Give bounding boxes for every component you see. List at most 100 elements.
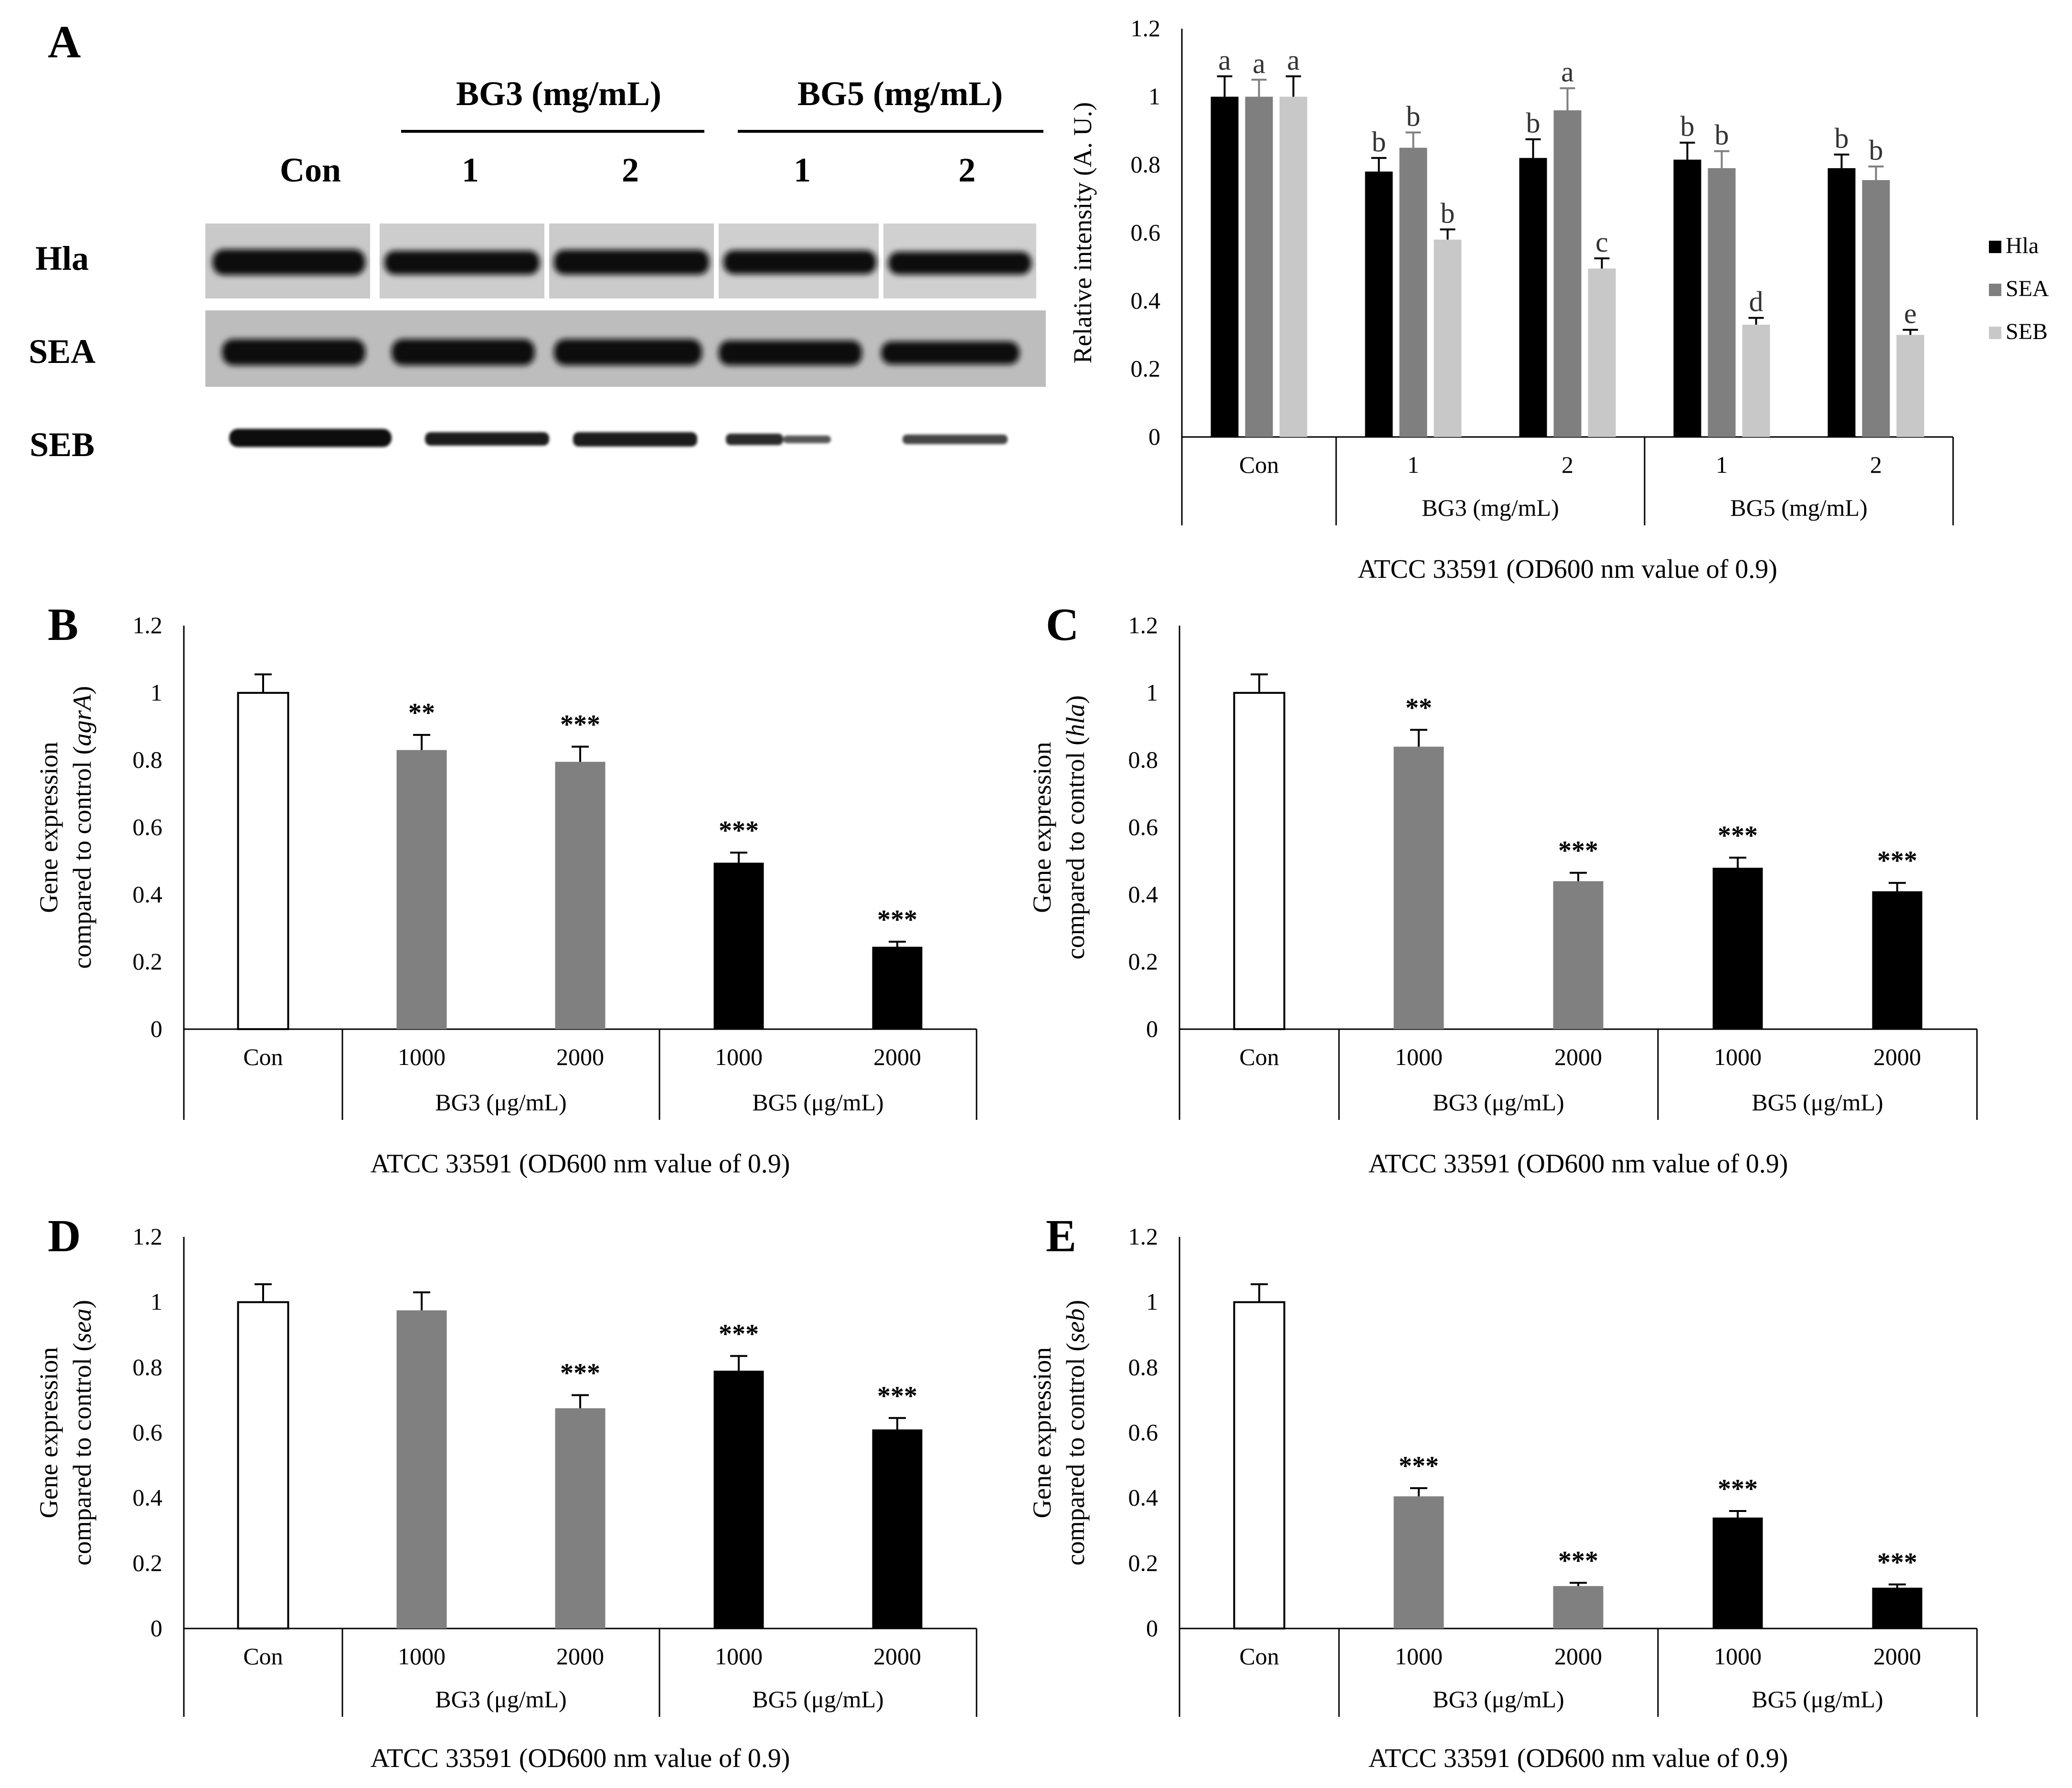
x-category-label: Con <box>1239 1043 1279 1070</box>
y-tick-label: 1 <box>1146 1288 1158 1315</box>
y-axis-title-line2: compared to control ( <box>1061 1343 1090 1565</box>
x-category-label: 2000 <box>1554 1043 1602 1070</box>
panel-letter-d: D <box>48 1210 81 1261</box>
y-tick-label: 0.2 <box>133 1549 163 1576</box>
row-label-seb: SEB <box>30 426 95 464</box>
y-axis-title-close: ) <box>68 1300 96 1309</box>
legend-swatch-seb <box>1989 327 2001 339</box>
y-tick-label: 0.6 <box>133 1419 163 1446</box>
significance-stars: *** <box>1399 1451 1439 1481</box>
y-tick-label: 0.2 <box>1128 1549 1158 1576</box>
significance-stars: ** <box>408 698 435 728</box>
bar <box>1393 1496 1444 1628</box>
x-group-label: BG5 (μg/mL) <box>752 1089 883 1116</box>
bar <box>396 1310 447 1628</box>
significance-letter: c <box>1595 226 1608 258</box>
x-category-label: 2 <box>1562 451 1573 478</box>
bar <box>237 1301 289 1630</box>
legend-swatch-hla <box>1989 241 2001 253</box>
bar-sea <box>1862 180 1890 437</box>
y-tick-label: 0.8 <box>1128 1353 1158 1380</box>
significance-stars: *** <box>719 1319 759 1349</box>
significance-stars: *** <box>719 816 759 845</box>
x-category-label: 1000 <box>398 1043 446 1070</box>
bar-hla <box>1519 158 1547 437</box>
x-category-label: 1000 <box>715 1043 763 1070</box>
y-axis-title: Relative intensity (A. U.) <box>1068 102 1097 363</box>
y-tick-label: 0 <box>150 1615 162 1641</box>
lane-label-bg3-2: 2 <box>622 151 639 189</box>
y-tick-label: 0.4 <box>133 881 163 907</box>
x-axis-title: ATCC 33591 (OD600 nm value of 0.9) <box>1369 1149 1788 1179</box>
x-category-label: 2000 <box>1873 1643 1921 1670</box>
y-tick-label: 1 <box>1146 679 1158 706</box>
y-tick-label: 0 <box>1146 1015 1158 1042</box>
significance-letter: a <box>1287 44 1300 76</box>
significance-letter: b <box>1715 119 1729 151</box>
y-tick-label: 0.6 <box>1131 219 1161 246</box>
significance-letter: b <box>1869 135 1883 166</box>
y-tick-label: 0.2 <box>1131 355 1161 382</box>
bar-seb <box>1279 96 1307 437</box>
y-axis-title-gene: agrA <box>68 694 96 746</box>
y-axis-title-gene: hla <box>1061 704 1090 737</box>
x-category-label: 1000 <box>1714 1643 1762 1670</box>
x-axis-title: ATCC 33591 (OD600 nm value of 0.9) <box>371 1744 790 1773</box>
x-category-label: 1000 <box>1714 1043 1762 1070</box>
y-tick-label: 1 <box>150 1288 162 1315</box>
bar-seb <box>1434 239 1462 437</box>
y-tick-label: 1 <box>1148 83 1160 110</box>
y-tick-label: 0.6 <box>1128 1419 1158 1446</box>
bar <box>713 862 764 1029</box>
y-tick-label: 0.4 <box>1128 1484 1158 1511</box>
significance-stars: ** <box>1405 693 1432 723</box>
bar <box>1712 868 1763 1029</box>
bar-sea <box>1553 110 1582 437</box>
bar <box>1553 1586 1604 1628</box>
y-tick-label: 0.8 <box>133 1353 163 1380</box>
bar <box>1393 746 1444 1029</box>
panel-letter-a: A <box>48 16 81 67</box>
panel-letter-c: C <box>1046 599 1079 650</box>
significance-letter: b <box>1372 126 1386 158</box>
panel-letter-e: E <box>1046 1210 1076 1261</box>
y-axis-title: Gene expression compared to control (hla) <box>1028 695 1090 959</box>
y-tick-label: 0.6 <box>133 814 163 841</box>
y-axis-title-gene: seb <box>1061 1309 1090 1343</box>
x-category-label: 1000 <box>715 1643 763 1670</box>
y-axis-title-close: ) <box>1061 1300 1090 1309</box>
bar-hla <box>1211 96 1239 437</box>
bar <box>872 947 923 1029</box>
lane-label-bg3-1: 1 <box>462 151 479 189</box>
bar <box>237 692 289 1031</box>
significance-letter: b <box>1680 111 1695 142</box>
legend-label: Hla <box>2006 233 2039 258</box>
y-axis-title-gene: sea <box>68 1309 96 1343</box>
lane-label-bg5-2: 2 <box>958 151 976 189</box>
significance-stars: *** <box>1558 1546 1598 1575</box>
y-tick-label: 0.2 <box>133 948 163 975</box>
x-group-label: BG3 (mg/mL) <box>1422 494 1559 521</box>
bar-sea <box>1399 148 1427 437</box>
x-group-label: BG5 (μg/mL) <box>752 1686 883 1713</box>
y-axis-title-line2: compared to control ( <box>1061 737 1090 959</box>
bar <box>396 750 447 1029</box>
x-category-label: Con <box>243 1043 283 1070</box>
x-category-label: 1000 <box>1395 1643 1443 1670</box>
lane-label-con: Con <box>280 151 341 189</box>
y-tick-label: 0 <box>1146 1615 1158 1641</box>
y-axis-title-line2: compared to control ( <box>68 1343 96 1565</box>
x-category-label: Con <box>1239 1643 1279 1670</box>
significance-letter: b <box>1406 100 1421 132</box>
bar-seb <box>1896 335 1924 437</box>
bar-sea <box>1708 168 1736 437</box>
x-category-label: 2000 <box>1554 1643 1602 1670</box>
significance-letter: a <box>1561 56 1574 88</box>
legend-swatch-sea <box>1989 284 2001 296</box>
lane-label-bg5-1: 1 <box>794 151 811 189</box>
y-tick-label: 1.2 <box>133 1223 163 1250</box>
x-category-label: 2000 <box>556 1643 604 1670</box>
y-axis-title-line2: compared to control ( <box>68 746 96 968</box>
significance-stars: *** <box>1718 821 1758 851</box>
x-axis-title: ATCC 33591 (OD600 nm value of 0.9) <box>371 1149 790 1179</box>
